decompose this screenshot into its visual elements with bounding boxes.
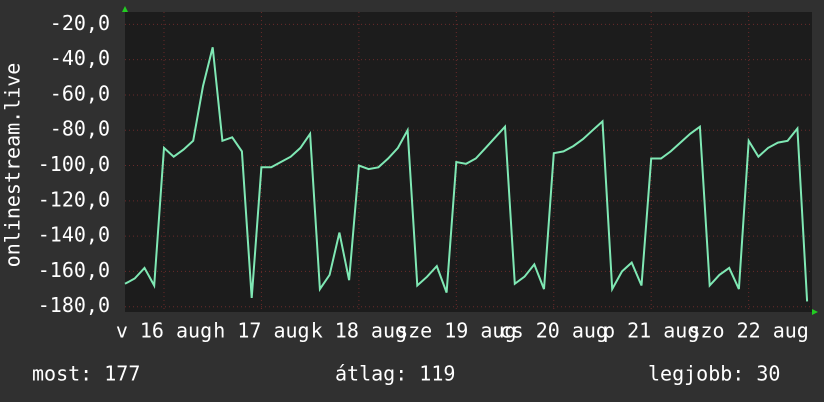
footer-stat: legjobb: 30 bbox=[648, 362, 780, 386]
x-tick-label: sze 19 aug bbox=[396, 319, 516, 343]
y-tick-label: -160,0 bbox=[38, 258, 110, 282]
x-tick-label: v 16 aug bbox=[116, 319, 212, 343]
y-axis-label: onlinestream.live bbox=[1, 63, 25, 268]
footer-stat: átlag: 119 bbox=[335, 362, 455, 386]
x-tick-label: h 17 aug bbox=[213, 319, 309, 343]
axis-arrow bbox=[812, 309, 818, 315]
marks: -20,0 -40,0 -60,0 -80,0 -100,0 -120,0 -140,0 -1… bbox=[38, 11, 812, 343]
x-tick-label: szo 22 aug bbox=[688, 319, 808, 343]
y-tick-label: -60,0 bbox=[50, 81, 110, 105]
y-tick-label: -120,0 bbox=[38, 187, 110, 211]
y-tick-label: -140,0 bbox=[38, 223, 110, 247]
y-tick-label: -180,0 bbox=[38, 293, 110, 317]
x-tick-label: p 21 aug bbox=[603, 319, 699, 343]
axis-arrow bbox=[122, 6, 128, 12]
x-tick-label: k 18 aug bbox=[311, 319, 407, 343]
y-tick-label: -20,0 bbox=[50, 11, 110, 35]
data-line bbox=[124, 47, 809, 302]
y-tick-label: -40,0 bbox=[50, 46, 110, 70]
x-tick-label: cs 20 aug bbox=[500, 319, 608, 343]
y-tick-label: -80,0 bbox=[50, 117, 110, 141]
y-tick-label: -100,0 bbox=[38, 152, 110, 176]
footer-stat: most: 177 bbox=[32, 362, 140, 386]
